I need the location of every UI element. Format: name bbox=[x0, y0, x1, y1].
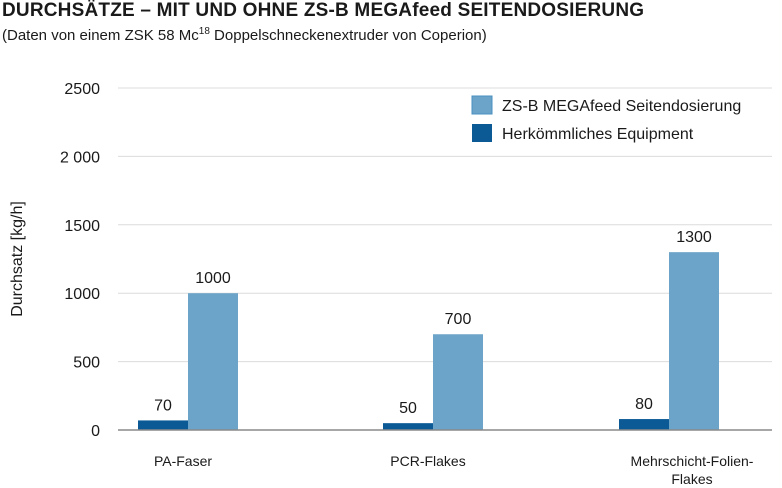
data-label: 70 bbox=[154, 397, 172, 414]
bar bbox=[383, 423, 433, 430]
legend-swatch bbox=[471, 95, 493, 115]
y-tick-label: 2500 bbox=[64, 81, 100, 98]
y-tick-label: 500 bbox=[73, 355, 100, 372]
y-axis-label: Durchsatz [kg/h] bbox=[9, 201, 26, 317]
data-label: 1300 bbox=[676, 229, 712, 246]
chart-title: DURCHSÄTZE – MIT UND OHNE ZS-B MEGAfeed … bbox=[2, 0, 645, 21]
bar bbox=[188, 293, 238, 430]
x-tick-label: PCR-Flakes bbox=[390, 453, 465, 469]
x-tick-label: Mehrschicht-Folien- bbox=[631, 453, 754, 469]
bar bbox=[619, 419, 669, 430]
chart-subtitle: (Daten von einem ZSK 58 Mc18 Doppelschne… bbox=[2, 26, 487, 44]
y-tick-label: 1000 bbox=[64, 286, 100, 303]
data-label: 700 bbox=[445, 311, 472, 328]
data-label: 50 bbox=[399, 400, 417, 417]
x-tick-label: PA-Faser bbox=[154, 453, 212, 469]
data-label: 80 bbox=[635, 396, 653, 413]
y-tick-label: 2 000 bbox=[60, 149, 100, 166]
legend-swatch bbox=[472, 124, 492, 142]
legend-label: ZS-B MEGAfeed Seitendosierung bbox=[502, 98, 741, 115]
y-tick-label: 0 bbox=[91, 423, 100, 440]
bar bbox=[433, 334, 483, 430]
data-label: 1000 bbox=[195, 270, 231, 287]
legend-label: Herkömmliches Equipment bbox=[502, 126, 694, 143]
y-tick-label: 1500 bbox=[64, 218, 100, 235]
bar bbox=[138, 420, 188, 430]
bar bbox=[669, 252, 719, 430]
x-tick-label: Flakes bbox=[671, 471, 712, 487]
